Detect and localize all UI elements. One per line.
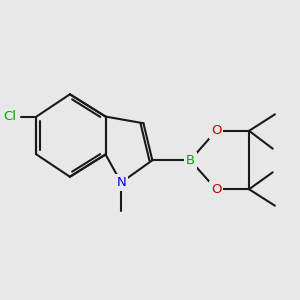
Text: O: O <box>211 183 221 196</box>
Text: Cl: Cl <box>3 110 16 123</box>
Text: O: O <box>211 124 221 137</box>
Text: N: N <box>116 176 126 189</box>
Text: B: B <box>186 154 195 167</box>
